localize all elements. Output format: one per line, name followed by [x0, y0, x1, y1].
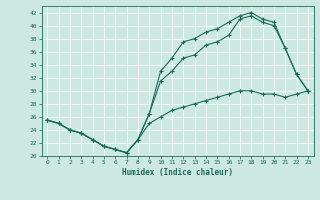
X-axis label: Humidex (Indice chaleur): Humidex (Indice chaleur) — [122, 168, 233, 177]
